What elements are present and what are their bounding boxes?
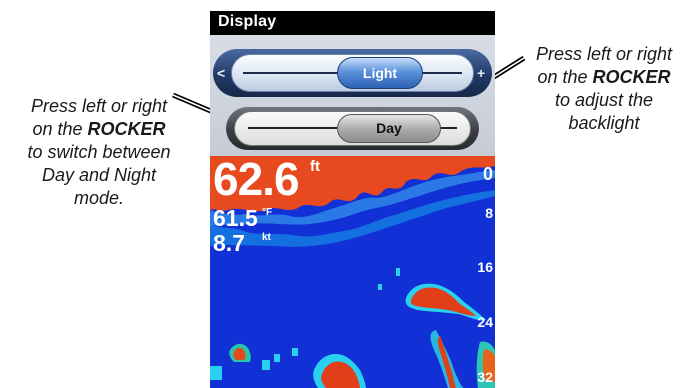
backlight-thumb[interactable]: Light (337, 57, 423, 89)
depth-scale-label: 8 (485, 205, 493, 221)
depth-unit: ft (310, 158, 320, 175)
display-settings-panel: < Light + Day (210, 35, 495, 156)
depth-scale-label: 0 (482, 164, 493, 184)
callout-line: on the ROCKER (4, 118, 194, 141)
callout-line: to adjust the (554, 90, 654, 110)
speed-readout: 8.7 (213, 230, 245, 256)
surface-clutter (210, 156, 495, 212)
screen-title: Display (218, 13, 277, 30)
increase-backlight-icon[interactable]: + (477, 65, 486, 81)
speed-unit: kt (262, 232, 271, 243)
fish-arch-small-core (233, 347, 246, 360)
callout-line: backlight (568, 113, 640, 133)
callout-line: on the ROCKER (516, 66, 692, 89)
day-night-callout: Press left or right on the ROCKER to swi… (4, 95, 194, 210)
temperature-unit: °F (262, 207, 273, 218)
callout-line: Press left or right (535, 44, 673, 64)
backlight-callout: Press left or right on the ROCKER to adj… (516, 43, 692, 135)
backlight-slider[interactable]: < Light + (213, 49, 492, 97)
callout-line: to switch between (27, 142, 171, 162)
callout-line: mode. (73, 188, 125, 208)
depth-scale-label: 32 (477, 369, 493, 385)
bottom-arch-right-core (482, 349, 495, 382)
title-bar: Display (210, 11, 495, 35)
callout-line: Day and Night (41, 165, 157, 185)
fish-arch-large-core (410, 287, 476, 316)
water-temperature-readout: 61.5 (213, 205, 258, 231)
rocker-keyword: ROCKER (592, 67, 671, 87)
callout-line: Press left or right (30, 96, 168, 116)
surface-clutter-edge (210, 170, 495, 226)
bottom-structure-core (437, 336, 456, 388)
surface-clutter-speckle (210, 190, 495, 247)
depth-readout: 62.6 (213, 153, 300, 205)
depth-scale-label: 16 (477, 259, 493, 275)
day-night-toggle[interactable]: Day (226, 107, 479, 150)
callout-text: on the (32, 119, 88, 139)
fish-arch-mid-core (321, 361, 360, 388)
device-screen: Display < Light + Day (210, 11, 495, 388)
rocker-keyword: ROCKER (87, 119, 166, 139)
decrease-backlight-icon[interactable]: < (217, 65, 226, 81)
day-night-thumb[interactable]: Day (337, 114, 441, 143)
callout-text: on the (537, 67, 593, 87)
sonar-display (210, 156, 495, 388)
depth-scale-label: 24 (477, 314, 493, 330)
